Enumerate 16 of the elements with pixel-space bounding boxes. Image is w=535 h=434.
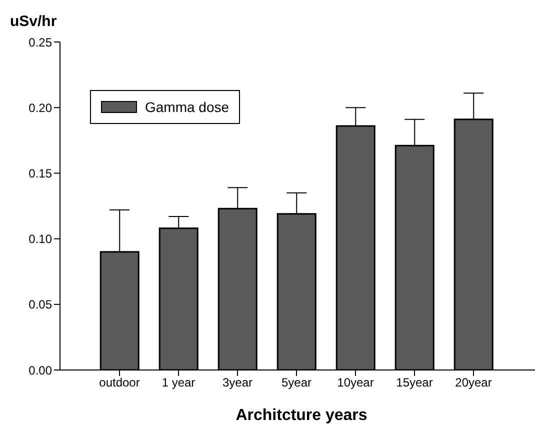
x-tick-label: outdoor [99, 376, 140, 390]
y-axis-title: uSv/hr [10, 13, 57, 30]
x-tick-label: 5year [281, 376, 312, 390]
x-tick-label: 3year [222, 376, 253, 390]
y-tick-label: 0.10 [28, 232, 52, 246]
y-tick-label: 0.15 [28, 166, 52, 180]
y-tick-label: 0.00 [28, 363, 52, 378]
x-tick-label: 20year [455, 376, 492, 390]
y-tick-label: 0.25 [28, 35, 52, 50]
x-tick-label: 1 year [162, 376, 196, 390]
y-tick-label: 0.20 [28, 100, 52, 115]
legend-label: Gamma dose [144, 99, 230, 115]
x-axis-title: Architcture years [236, 407, 368, 424]
x-tick-label: 15year [396, 376, 433, 390]
y-tick-label: 0.05 [28, 298, 52, 312]
x-tick-label: 10year [337, 376, 374, 390]
